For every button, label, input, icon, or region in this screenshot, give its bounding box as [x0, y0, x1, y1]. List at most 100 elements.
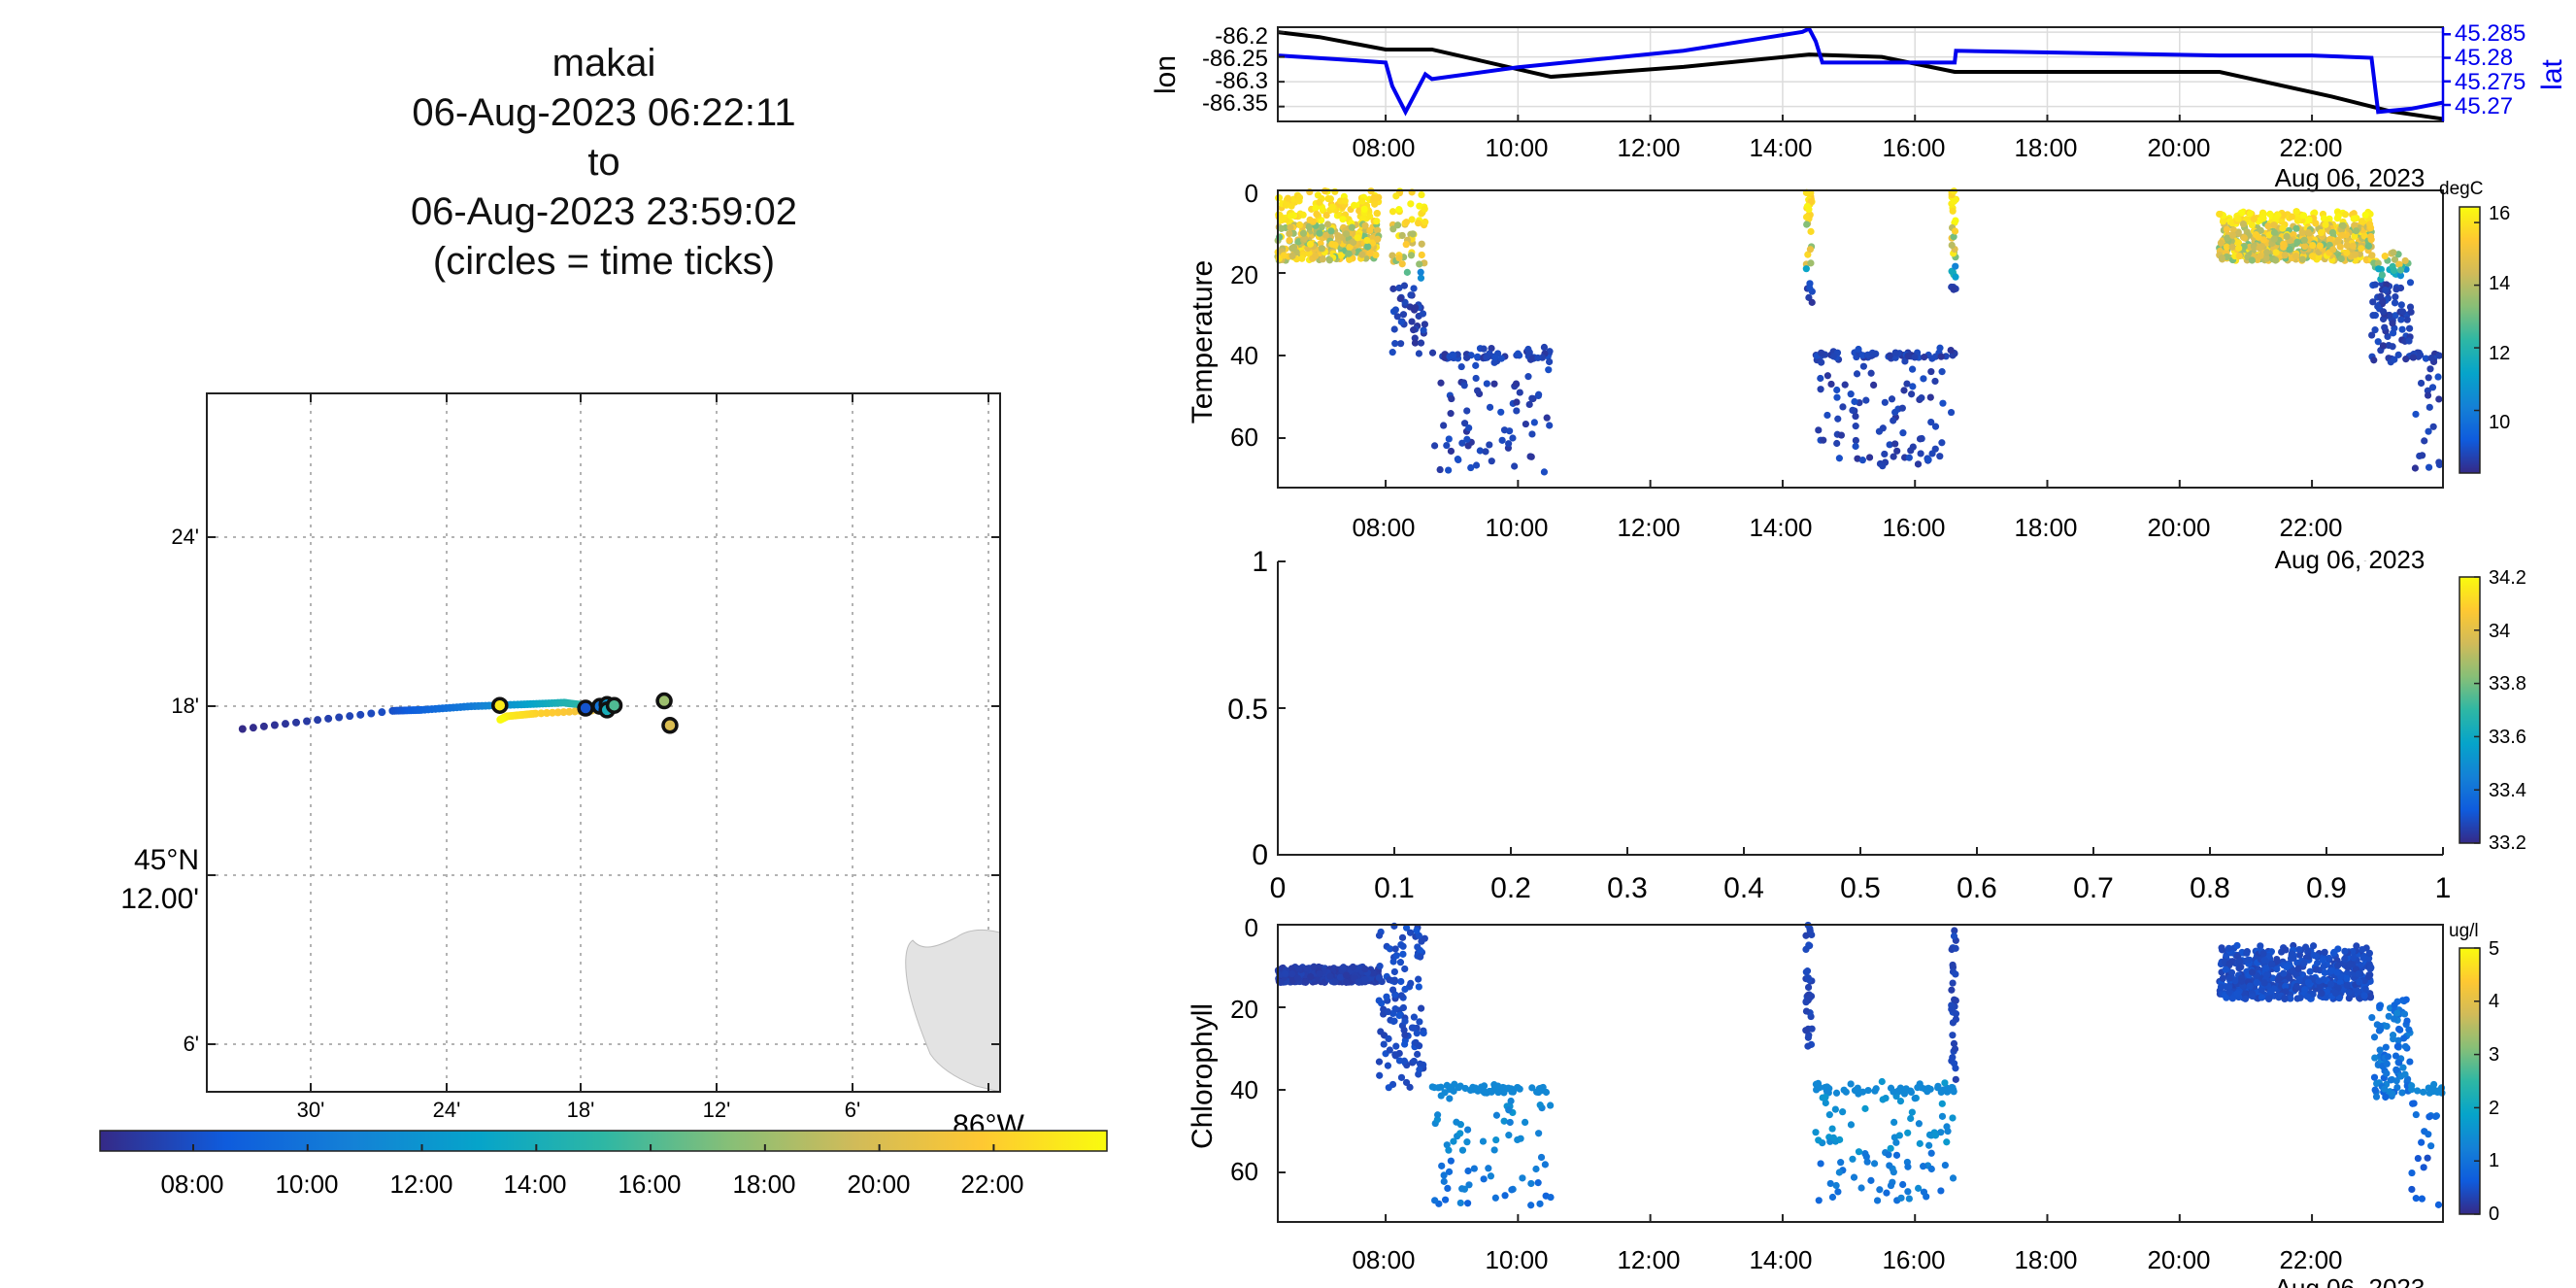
chlorophyll-colorbar — [2459, 947, 2481, 1215]
temperature-point — [1900, 387, 1908, 394]
temperature-point — [1808, 298, 1816, 306]
chlorophyll-point — [1414, 943, 1422, 951]
chlorophyll-point — [1474, 1087, 1482, 1095]
chlorophyll-point — [2364, 972, 2373, 981]
chlorophyll-point — [1873, 1197, 1882, 1204]
chlorophyll-point — [2350, 954, 2358, 962]
chlorophyll-point — [2375, 1027, 2384, 1034]
temperature-point — [2353, 227, 2360, 235]
temperature-point — [1951, 227, 1959, 235]
chlorophyll-point — [2331, 989, 2340, 998]
temperature-point — [1324, 194, 1332, 203]
chlorophyll-point — [1890, 1169, 1897, 1176]
temperature-point — [1924, 456, 1932, 463]
temperature-point — [2329, 246, 2337, 254]
chlorophyll-point — [1839, 1108, 1847, 1116]
chlorophyll-point — [1907, 1087, 1915, 1095]
chlorophyll-scatter — [1274, 921, 2446, 1209]
chlorophyll-point — [2304, 978, 2312, 986]
temperature-point — [1322, 211, 1330, 220]
temperature-point — [2300, 236, 2308, 244]
temperature-point — [1398, 260, 1406, 268]
chlorophyll-point — [2343, 974, 2351, 983]
temperature-point — [2382, 287, 2390, 294]
empty-panel-axes — [1277, 561, 2443, 856]
empty-colorbar-label-5: 33.4 — [2489, 780, 2526, 801]
temperature-point — [1898, 404, 1906, 412]
temperature-point — [1528, 355, 1537, 362]
map-track-point — [346, 712, 354, 721]
map-track-point — [548, 708, 556, 717]
chlorophyll-point — [1385, 1034, 1392, 1042]
temperature-point — [1881, 450, 1889, 458]
chlorophyll-point — [2382, 1043, 2390, 1051]
chlorophyll-point — [2273, 966, 2281, 973]
chlorophyll-point — [2320, 963, 2327, 970]
chlorophyll-point — [1399, 1003, 1408, 1012]
temperature-point — [1400, 282, 1409, 289]
temperature-point — [1497, 408, 1505, 416]
temperature-point — [1891, 440, 1899, 448]
empty-x-label-2: 0.1 — [1374, 872, 1415, 904]
chlorophyll-point — [1949, 979, 1957, 987]
chlorophyll-point — [1494, 1082, 1502, 1090]
chlorophyll-point — [2405, 1026, 2413, 1034]
temperature-point — [2379, 315, 2388, 323]
temperature-point — [2369, 298, 2377, 306]
temperature-point — [1463, 407, 1471, 415]
chlorophyll-date-clip: Aug 06, 2023 — [2275, 1276, 2425, 1288]
temperature-point — [1899, 429, 1907, 437]
temperature-point — [2234, 239, 2243, 247]
temperature-point — [2279, 212, 2288, 220]
temperature-point — [1901, 357, 1909, 365]
chlorophyll-point — [2287, 995, 2294, 1002]
temperature-colorbar-label-2: 14 — [2489, 273, 2510, 294]
chlorophyll-point — [1500, 1117, 1508, 1125]
chlorophyll-point — [1904, 1163, 1912, 1170]
lon-lat-x-label-1: 08:00 — [1352, 133, 1415, 162]
chlorophyll-point — [2420, 1164, 2427, 1171]
chlorophyll-point — [1937, 1129, 1945, 1136]
temperature-point — [1395, 284, 1403, 292]
temperature-point — [2219, 218, 2227, 225]
chlorophyll-point — [1401, 1017, 1409, 1025]
chlorophyll-point — [1952, 997, 1959, 1004]
temperature-ticks — [1278, 189, 2314, 488]
temperature-point — [1921, 354, 1928, 361]
lon-lat-x-label-5: 16:00 — [1882, 133, 1945, 162]
chlorophyll-point — [1390, 967, 1398, 976]
temperature-point — [2381, 253, 2389, 260]
temperature-point — [1886, 352, 1893, 359]
temperature-point — [2428, 384, 2437, 391]
temperature-point — [2259, 215, 2267, 222]
chlorophyll-point — [2399, 1064, 2407, 1071]
title-line-2: 06-Aug-2023 06:22:11 — [412, 91, 795, 134]
chlorophyll-point — [1508, 1186, 1516, 1194]
temperature-point — [1445, 466, 1453, 474]
chlorophyll-point — [1500, 1089, 1508, 1097]
temperature-point — [2292, 224, 2300, 232]
chlorophyll-point — [1406, 929, 1415, 936]
temperature-point — [2364, 242, 2372, 250]
chlorophyll-point — [1390, 976, 1399, 984]
temperature-point — [1908, 390, 1916, 398]
chlorophyll-colorbar-ticks — [2474, 947, 2480, 1215]
chlorophyll-point — [1316, 969, 1323, 977]
temperature-point — [1418, 240, 1425, 248]
chlorophyll-point — [2225, 988, 2233, 996]
temperature-y-label-3: 40 — [1230, 341, 1258, 370]
temperature-point — [1837, 431, 1846, 439]
chlorophyll-point — [1815, 1136, 1823, 1144]
chlorophyll-point — [1504, 1084, 1513, 1092]
temperature-point — [2424, 391, 2432, 399]
temperature-point — [2316, 242, 2324, 250]
temperature-point — [2336, 243, 2344, 251]
temperature-point — [2308, 253, 2317, 260]
chlorophyll-colorbar-label-5: 1 — [2489, 1150, 2499, 1171]
chlorophyll-x-label-2: 10:00 — [1485, 1245, 1548, 1274]
temperature-point — [1391, 306, 1400, 314]
chlorophyll-point — [1527, 1202, 1535, 1209]
chlorophyll-point — [1418, 937, 1425, 945]
temperature-point — [1952, 217, 1959, 224]
temperature-point — [1328, 203, 1336, 211]
